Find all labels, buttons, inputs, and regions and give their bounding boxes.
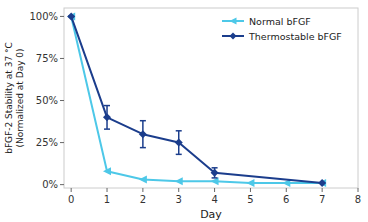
y-tick-label: 50% [36,95,58,106]
x-tick-label: 0 [68,194,74,205]
point [246,179,254,187]
y-tick [60,100,64,101]
point [103,167,111,175]
error-cap [212,177,218,179]
x-tick [107,188,108,192]
x-tick-label: 7 [319,194,325,205]
error-cap [104,128,110,130]
x-tick-label: 8 [355,194,361,205]
error-bar [176,131,182,155]
error-bar [104,106,110,130]
point [67,12,75,20]
y-axis-label-line: bFGF-2 Stability at 37 °C [4,42,14,154]
legend: Normal bFGF Thermostable bFGF [222,16,342,42]
legend-label: Thermostable bFGF [248,31,342,42]
error-cap [140,120,146,122]
x-tick [178,188,179,192]
y-tick [60,58,64,59]
x-tick [250,188,251,192]
y-tick [60,16,64,17]
legend-marker [230,18,237,25]
y-tick [60,184,64,185]
x-tick-label: 4 [211,194,217,205]
x-tick-label: 2 [140,194,146,205]
point [175,177,183,185]
y-tick-label: 75% [36,53,58,64]
x-tick-label: 3 [176,194,182,205]
y-axis-label: bFGF-2 Stability at 37 °C(Normalized at … [4,42,25,154]
x-tick [322,188,323,192]
error-cap [176,130,182,132]
y-axis: 0% 25% 50% 75% 100% [29,11,64,190]
x-tick [142,188,143,192]
plot-frame [64,8,358,188]
point [139,176,147,184]
y-tick-label: 0% [42,179,58,190]
point [318,179,326,187]
error-bar [140,121,146,148]
point [139,130,147,138]
x-tick [286,188,287,192]
y-tick [60,142,64,143]
legend-label: Normal bFGF [249,16,311,27]
point [103,113,111,121]
y-axis-label-line: (Normalized at Day 0) [15,48,25,147]
y-tick-label: 100% [29,11,58,22]
legend-marker [230,33,237,40]
error-cap [176,154,182,156]
x-tick-label: 6 [283,194,289,205]
error-cap [212,167,218,169]
x-axis: 0 1 2 3 4 5 6 7 8 [68,188,361,205]
chart: 0% 25% 50% 75% 100% 0 1 2 3 4 5 6 7 8 Day bFGF-2 Stabil… [0,0,368,222]
point [211,169,219,177]
x-axis-label: Day [200,208,222,221]
point [211,177,219,185]
point [67,12,75,20]
x-tick [214,188,215,192]
x-tick-label: 5 [247,194,253,205]
error-cap [104,105,110,107]
x-tick [358,188,359,192]
y-tick-label: 25% [36,137,58,148]
x-tick [71,188,72,192]
error-cap [140,147,146,149]
point [175,139,183,147]
error-bar [212,168,218,178]
point [318,179,326,187]
x-tick-label: 1 [104,194,110,205]
